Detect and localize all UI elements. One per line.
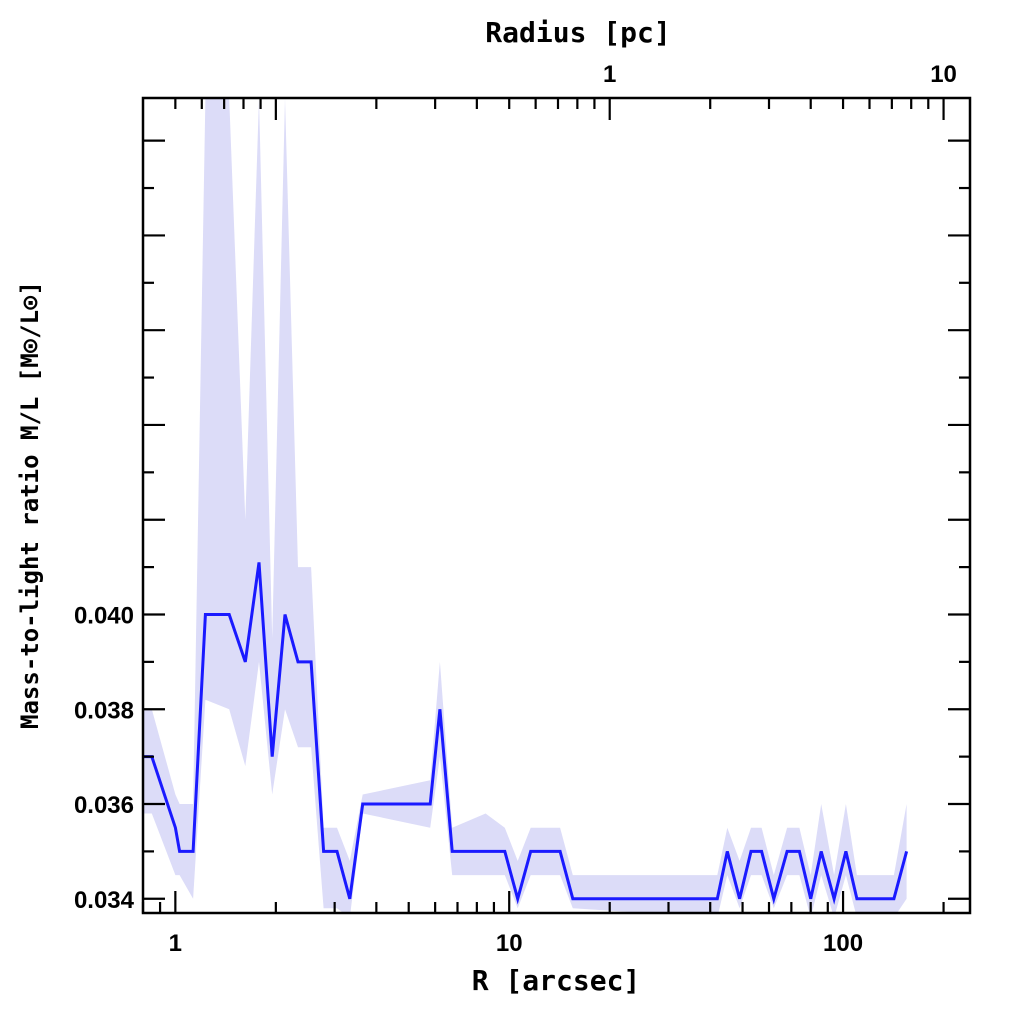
plot-frame (141, 96, 972, 915)
series-line-layer (143, 562, 909, 905)
top-tick-label: 10 (930, 61, 957, 88)
series-line (143, 562, 909, 905)
tick-label-layer: 1 10 100 1 10 0.034 0.036 0.038 0.040 (74, 61, 957, 957)
y-tick-label: 0.036 (74, 792, 134, 819)
x-axis-title: R [arcsec] (472, 964, 641, 997)
x-tick-label: 10 (496, 930, 523, 957)
top-axis-title: Radius [pc] (485, 16, 670, 49)
y-tick-label: 0.034 (74, 887, 135, 914)
y-tick-label: 0.040 (74, 602, 134, 629)
y-axis-title: Mass-to-light ratio M/L [M⊙/L⊙] (16, 281, 44, 729)
y-tick-label: 0.038 (74, 697, 134, 724)
x-tick-label: 1 (169, 930, 182, 957)
uncertainty-band (143, 98, 907, 913)
top-tick-label: 1 (603, 61, 616, 88)
x-tick-label: 100 (823, 930, 863, 957)
uncertainty-band-layer (143, 98, 907, 913)
tick-layer (141, 98, 970, 913)
